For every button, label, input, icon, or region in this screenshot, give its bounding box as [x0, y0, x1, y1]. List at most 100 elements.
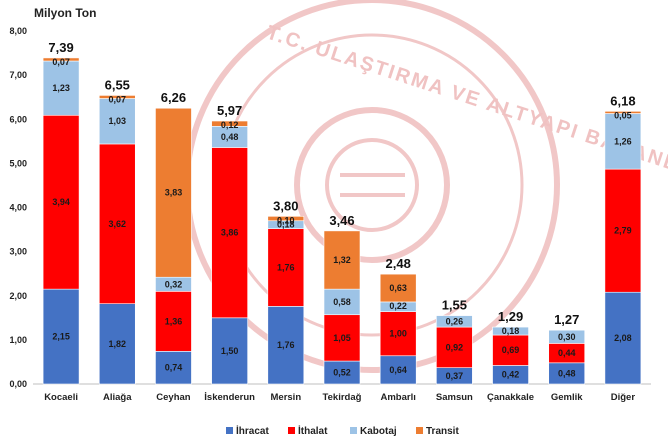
data-label: 0,44 [558, 348, 576, 358]
bar-stack-3: 1,50 3,86 0,48 0,12 5,97 [211, 103, 248, 385]
y-tick-label: 2,00 [9, 291, 27, 301]
bar-segment-kabotaj [436, 315, 473, 328]
legend-item-0: İhracat [226, 424, 269, 437]
legend-label: Transit [426, 426, 459, 437]
data-label: 0,74 [165, 363, 183, 373]
data-label: 1,76 [277, 263, 295, 273]
data-label: 0,48 [221, 132, 239, 142]
bar-stack-5: 0,52 1,05 0,58 1,32 3,46 [323, 213, 361, 385]
data-label: 0,22 [389, 301, 407, 311]
x-tick-label: Ceyhan [156, 392, 191, 403]
y-tick-label: 3,00 [9, 247, 27, 257]
bars: 2,15 3,94 1,23 0,07 7,39 1,82 3,62 1,03 0,07 6,55… [42, 40, 642, 385]
total-label: 6,55 [105, 77, 130, 92]
total-label: 1,27 [554, 312, 579, 327]
bar-segment-kabotaj [548, 329, 586, 344]
bar-segment-transit [155, 107, 192, 278]
total-label: 7,39 [48, 40, 73, 55]
total-label: 6,18 [610, 93, 635, 108]
bar-segment-kabotaj [323, 288, 361, 316]
total-label: 1,55 [442, 298, 467, 313]
bar-segment-kabotaj [604, 113, 642, 170]
x-axis: Kocaeli Aliağa Ceyhan İskenderun Mersin Tekir… [44, 392, 635, 403]
bar-segment-i̇thalat [267, 228, 305, 307]
y-tick-label: 0,00 [9, 379, 27, 389]
bar-segment-i̇hracat [42, 288, 80, 385]
legend-swatch [226, 427, 233, 434]
bar-segment-i̇hracat [155, 351, 192, 385]
x-tick-label: Mersin [271, 392, 302, 403]
bar-segment-transit [604, 111, 642, 114]
watermark-emblem: T.C. ULAŞTIRMA VE ALTYAPI BAKANLIĞI [184, 0, 668, 373]
data-label: 0,18 [502, 326, 520, 336]
bar-stack-4: 1,76 1,76 0,180,10 3,80 [267, 198, 305, 385]
data-label: 3,94 [52, 197, 70, 207]
data-label: 2,08 [614, 333, 632, 343]
data-label: 0,05 [614, 110, 632, 120]
x-tick-label: Aliağa [103, 392, 132, 403]
bar-stack-9: 0,48 0,44 0,30 1,27 [548, 312, 586, 385]
legend-item-3: Transit [416, 426, 459, 437]
legend-label: İthalat [298, 424, 328, 437]
y-tick-label: 8,00 [9, 26, 27, 36]
legend-swatch [416, 427, 423, 434]
bar-segment-i̇hracat [211, 317, 248, 385]
data-label: 1,36 [165, 316, 183, 326]
data-label: 2,79 [614, 226, 632, 236]
data-label: 3,62 [109, 219, 127, 229]
bar-segment-transit [42, 57, 80, 62]
legend: İhracat İthalat Kabotaj Transit [226, 424, 459, 437]
bar-stack-8: 0,42 0,69 0,18 1,29 [492, 309, 529, 385]
bar-segment-i̇hracat [604, 291, 642, 385]
bar-stack-7: 0,37 0,92 0,26 1,55 [436, 298, 473, 385]
x-tick-label: Kocaeli [44, 392, 78, 403]
data-label: 0,10 [277, 215, 295, 225]
legend-swatch [288, 427, 295, 434]
data-label: 3,86 [221, 228, 239, 238]
legend-item-2: Kabotaj [350, 426, 397, 437]
data-label: 1,03 [109, 116, 127, 126]
data-label: 1,82 [109, 339, 127, 349]
bar-segment-kabotaj [492, 326, 529, 336]
bar-segment-i̇thalat [492, 334, 529, 366]
x-tick-label: Samsun [436, 392, 473, 403]
x-tick-label: Diğer [611, 392, 636, 403]
data-label: 0,18 [277, 220, 295, 230]
bar-segment-i̇hracat [98, 303, 136, 385]
data-label: 0,69 [502, 345, 520, 355]
total-label: 5,97 [217, 103, 242, 118]
data-label: 0,12 [221, 120, 239, 130]
y-tick-label: 1,00 [9, 335, 27, 345]
bar-stack-6: 0,64 1,00 0,22 0,63 2,48 [379, 256, 417, 385]
x-tick-label: Tekirdağ [323, 392, 362, 403]
data-label: 1,32 [333, 255, 351, 265]
data-label: 1,50 [221, 346, 239, 356]
legend-item-1: İthalat [288, 424, 328, 437]
legend-label: İhracat [236, 424, 269, 437]
data-label: 2,15 [52, 332, 70, 342]
data-label: 0,30 [558, 332, 576, 342]
bar-segment-i̇thalat [436, 326, 473, 368]
bar-segment-transit [267, 216, 305, 222]
x-tick-label: Gemlik [551, 392, 583, 403]
data-label: 0,64 [389, 365, 407, 375]
bar-segment-i̇thalat [323, 314, 361, 362]
bar-segment-transit [379, 273, 417, 303]
bar-segment-transit [323, 230, 361, 290]
data-label: 0,07 [109, 94, 127, 104]
data-label: 0,92 [446, 342, 464, 352]
data-label: 0,63 [389, 283, 407, 293]
bar-segment-transit [211, 120, 248, 127]
data-label: 1,05 [333, 333, 351, 343]
bar-stack-10: 2,08 2,79 1,26 0,05 6,18 [604, 93, 642, 385]
total-label: 1,29 [498, 309, 523, 324]
y-tick-label: 6,00 [9, 114, 27, 124]
data-label: 1,23 [52, 83, 70, 93]
bar-segment-transit [98, 95, 136, 99]
x-tick-label: Çanakkale [487, 392, 534, 403]
bar-segment-i̇thalat [98, 143, 136, 304]
data-label: 0,37 [446, 371, 464, 381]
legend-label: Kabotaj [360, 426, 397, 437]
data-label: 0,26 [446, 316, 464, 326]
